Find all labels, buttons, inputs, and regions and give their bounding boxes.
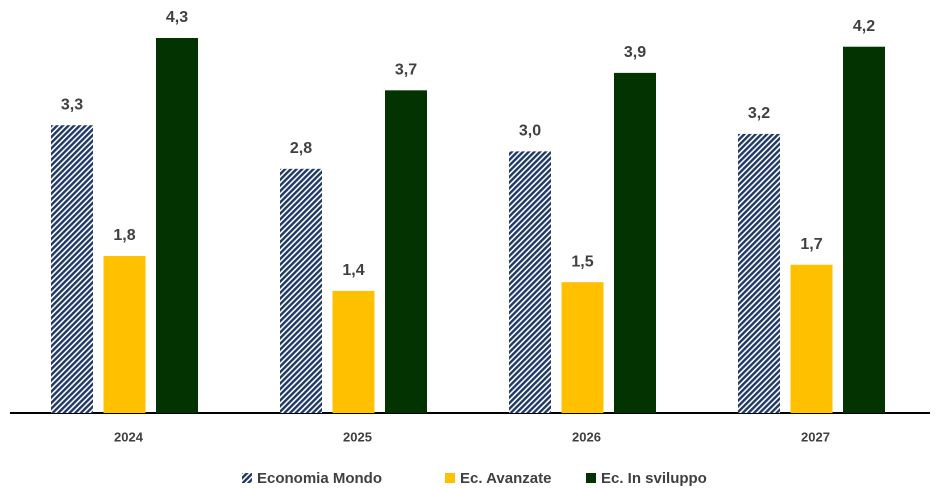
bar: [614, 72, 656, 413]
value-label: 1,5: [571, 253, 593, 270]
value-label: 3,3: [61, 96, 83, 113]
value-label: 3,7: [395, 62, 417, 79]
legend-marker: [242, 473, 252, 483]
x-tick-label: 2025: [343, 429, 372, 444]
bar: [103, 256, 146, 413]
x-tick-label: 2026: [572, 429, 601, 444]
bar: [385, 90, 427, 413]
legend-marker: [586, 473, 596, 483]
legend-label: Economia Mondo: [257, 470, 382, 487]
value-label: 4,2: [853, 18, 875, 35]
value-label: 1,4: [342, 262, 364, 279]
bar: [738, 133, 780, 413]
value-label: 1,8: [113, 227, 135, 244]
bar: [561, 282, 604, 413]
bar: [843, 46, 885, 413]
bar: [509, 151, 551, 414]
x-tick-label: 2024: [114, 429, 144, 444]
value-label: 3,2: [748, 105, 770, 122]
bar: [790, 264, 833, 413]
value-label: 1,7: [800, 236, 822, 253]
bar: [156, 38, 198, 413]
legend-label: Ec. In sviluppo: [601, 470, 707, 487]
value-label: 3,9: [624, 44, 646, 61]
bar: [332, 290, 375, 413]
value-label: 4,3: [166, 9, 188, 26]
legend-marker: [445, 473, 455, 483]
bar: [280, 168, 322, 413]
value-label: 2,8: [290, 140, 312, 157]
legend-label: Ec. Avanzate: [460, 470, 551, 487]
value-label: 3,0: [519, 123, 541, 140]
bar: [51, 125, 93, 414]
x-tick-label: 2027: [801, 429, 830, 444]
